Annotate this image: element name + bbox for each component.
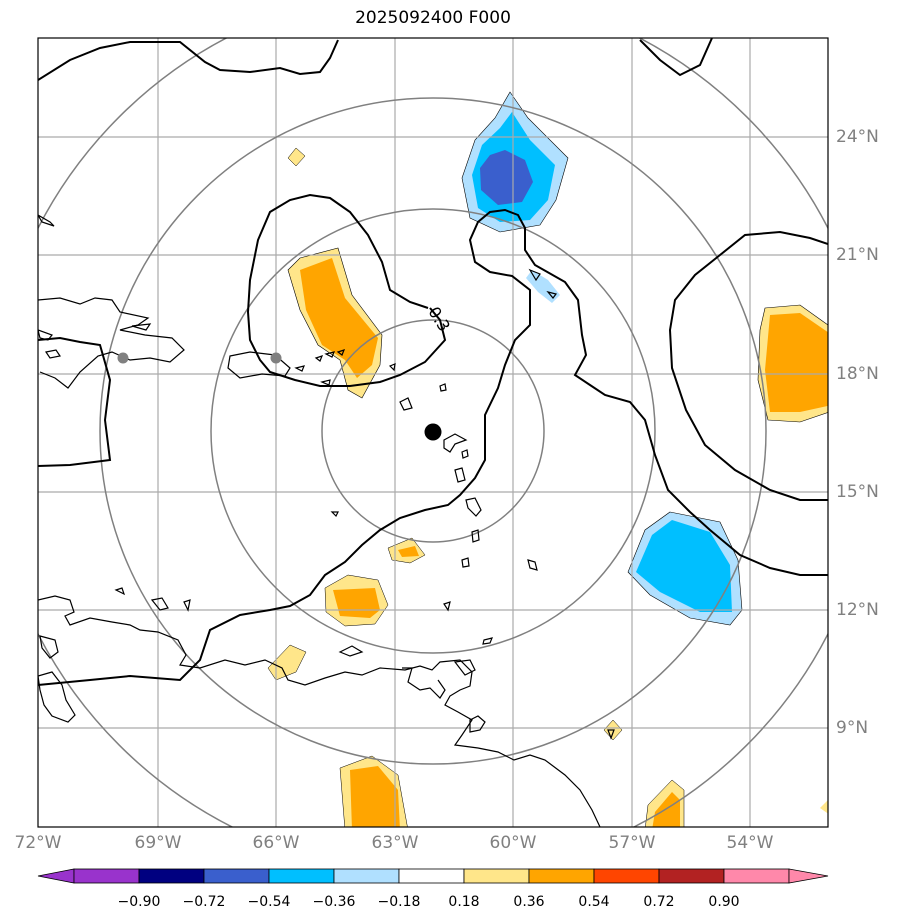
coastlines bbox=[38, 214, 615, 827]
colorbar-extend-low bbox=[37, 868, 75, 884]
colorbar-segment bbox=[463, 868, 530, 884]
colorbar-tick: −0.18 bbox=[377, 894, 421, 910]
colorbar-tick: 0.54 bbox=[578, 894, 610, 910]
colorbar-tick: 0.18 bbox=[448, 894, 480, 910]
colorbar-segment bbox=[528, 868, 595, 884]
lon-label: 66°W bbox=[252, 833, 300, 853]
shaded-anomaly-regions bbox=[267, 91, 828, 827]
colorbar-segment bbox=[398, 868, 465, 884]
colorbar-segment bbox=[593, 868, 660, 884]
storm-center-marker bbox=[424, 423, 442, 441]
colorbar-segment bbox=[73, 868, 140, 884]
lon-label: 54°W bbox=[726, 833, 774, 853]
colorbar-segment bbox=[138, 868, 205, 884]
lon-label: 60°W bbox=[489, 833, 537, 853]
negative-anomaly-core bbox=[480, 150, 533, 205]
lat-label: 21°N bbox=[836, 245, 879, 265]
colorbar-tick: −0.54 bbox=[247, 894, 291, 910]
colorbar-tick: 0.36 bbox=[513, 894, 545, 910]
reference-marker-east bbox=[270, 352, 282, 364]
colorbar-segment bbox=[723, 868, 790, 884]
lat-label: 18°N bbox=[836, 364, 879, 384]
lon-label: 69°W bbox=[134, 833, 182, 853]
lon-label: 57°W bbox=[608, 833, 656, 853]
contour-lines bbox=[38, 38, 828, 686]
lat-label: 15°N bbox=[836, 482, 879, 502]
colorbar-tick: 0.90 bbox=[708, 894, 740, 910]
colorbar-segment bbox=[268, 868, 335, 884]
map-title: 2025092400 F000 bbox=[355, 8, 511, 28]
lat-label: 24°N bbox=[836, 127, 879, 147]
colorbar-extend-high bbox=[788, 868, 829, 884]
lon-label: 72°W bbox=[14, 833, 62, 853]
graticule bbox=[38, 38, 828, 827]
colorbar-segment bbox=[658, 868, 725, 884]
lon-label: 63°W bbox=[371, 833, 419, 853]
colorbar-tick: −0.90 bbox=[117, 894, 161, 910]
colorbar-segment bbox=[203, 868, 270, 884]
lat-label: 12°N bbox=[836, 600, 879, 620]
colorbar-tick: −0.72 bbox=[182, 894, 226, 910]
lat-label: 9°N bbox=[836, 718, 869, 738]
colorbar-tick: −0.36 bbox=[312, 894, 356, 910]
colorbar-tick: 0.72 bbox=[643, 894, 675, 910]
reference-marker-west bbox=[117, 352, 129, 364]
map-frame bbox=[37, 37, 829, 828]
colorbar-segment bbox=[333, 868, 400, 884]
range-rings bbox=[38, 38, 828, 827]
colorbar bbox=[37, 868, 829, 884]
